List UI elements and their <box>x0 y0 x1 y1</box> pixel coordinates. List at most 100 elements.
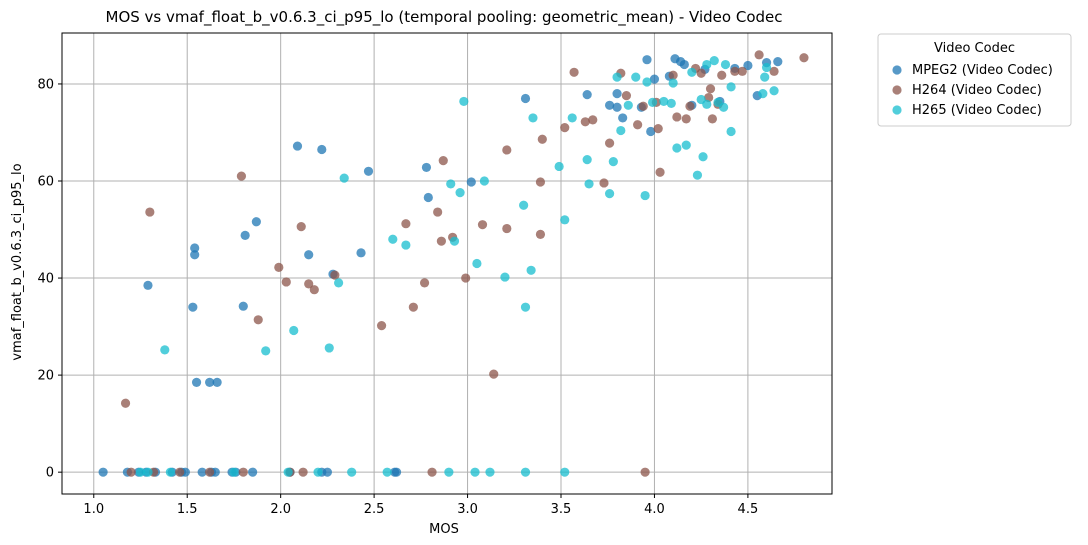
x-tick-label: 2.5 <box>364 502 385 517</box>
data-point <box>459 96 469 107</box>
data-point <box>175 467 185 477</box>
data-point <box>502 223 512 234</box>
data-point <box>769 86 779 96</box>
data-point <box>554 161 564 172</box>
data-point <box>560 215 570 225</box>
data-point <box>623 100 633 110</box>
y-tick-label: 0 <box>46 466 54 481</box>
data-point <box>707 114 717 124</box>
data-point <box>500 272 510 282</box>
data-point <box>604 100 615 110</box>
data-point <box>519 200 529 210</box>
data-point <box>537 134 547 144</box>
data-point <box>604 138 615 148</box>
data-point <box>145 207 155 217</box>
legend-entry: MPEG2 (Video Codec) <box>912 63 1053 78</box>
data-point <box>433 207 443 217</box>
plot-frame <box>61 32 833 495</box>
legend-marker <box>892 65 902 75</box>
data-point <box>322 467 332 477</box>
data-point <box>421 162 432 173</box>
data-point <box>720 59 731 70</box>
data-point <box>309 285 319 295</box>
data-point <box>190 243 200 253</box>
data-point <box>313 467 323 477</box>
data-point <box>391 467 402 477</box>
data-point <box>769 66 779 76</box>
data-point <box>799 53 809 63</box>
data-point <box>672 112 682 122</box>
data-point <box>758 89 768 99</box>
data-point <box>730 66 740 76</box>
data-point <box>388 234 398 244</box>
data-point <box>143 467 153 477</box>
data-point <box>419 278 430 288</box>
data-point <box>356 248 366 258</box>
y-axis-label: vmaf_float_b_v0.6.3_ci_p95_lo <box>10 163 25 360</box>
data-point <box>640 190 650 201</box>
series-1 <box>120 50 809 477</box>
data-point <box>324 343 334 353</box>
data-point <box>702 99 712 109</box>
data-point <box>229 467 239 477</box>
data-point <box>584 179 594 189</box>
data-point <box>528 113 538 123</box>
data-point <box>472 258 482 269</box>
data-point <box>705 84 716 94</box>
data-point <box>205 467 215 477</box>
data-point <box>143 280 153 290</box>
legend-marker <box>892 85 902 95</box>
data-point <box>292 141 303 151</box>
x-axis-label: MOS <box>429 522 459 537</box>
data-point <box>655 167 665 177</box>
data-point <box>698 152 708 162</box>
x-tick-label: 2.0 <box>270 502 291 517</box>
x-tick-label: 1.5 <box>177 502 198 517</box>
data-point <box>401 219 411 229</box>
data-point <box>296 222 306 232</box>
data-point <box>754 50 764 60</box>
data-point <box>449 236 460 246</box>
data-point <box>588 115 598 125</box>
data-point <box>274 262 284 272</box>
data-point <box>502 145 512 155</box>
data-point <box>289 325 299 336</box>
data-point <box>631 72 641 82</box>
data-point <box>281 277 291 287</box>
data-point <box>120 398 131 408</box>
data-point <box>526 265 536 275</box>
data-point <box>608 156 618 167</box>
data-point <box>709 56 719 66</box>
data-point <box>743 60 753 71</box>
data-point <box>165 467 175 477</box>
data-point <box>647 97 658 107</box>
chart-title: MOS vs vmaf_float_b_v0.6.3_ci_p95_lo (te… <box>106 8 783 27</box>
legend-marker <box>892 105 902 115</box>
x-tick-label: 3.5 <box>551 502 572 517</box>
data-point <box>446 179 456 189</box>
data-point <box>773 57 783 67</box>
data-point <box>190 250 200 260</box>
data-point <box>520 467 531 477</box>
legend-title: Video Codec <box>934 41 1015 56</box>
data-point <box>461 273 471 283</box>
data-point <box>681 140 691 150</box>
data-point <box>719 102 729 112</box>
x-tick-label: 4.0 <box>644 502 665 517</box>
data-point <box>444 467 454 477</box>
data-point <box>423 192 433 203</box>
data-point <box>466 177 476 187</box>
data-point <box>520 302 531 312</box>
data-point <box>253 315 263 325</box>
data-point <box>238 467 248 477</box>
data-point <box>702 59 712 70</box>
data-point <box>604 189 615 199</box>
data-point <box>653 123 663 134</box>
data-point <box>520 93 531 104</box>
data-point <box>334 278 344 288</box>
data-point <box>251 217 261 227</box>
data-point <box>535 229 546 239</box>
data-point <box>761 62 772 73</box>
y-tick-label: 80 <box>37 77 54 92</box>
data-point <box>679 59 689 70</box>
